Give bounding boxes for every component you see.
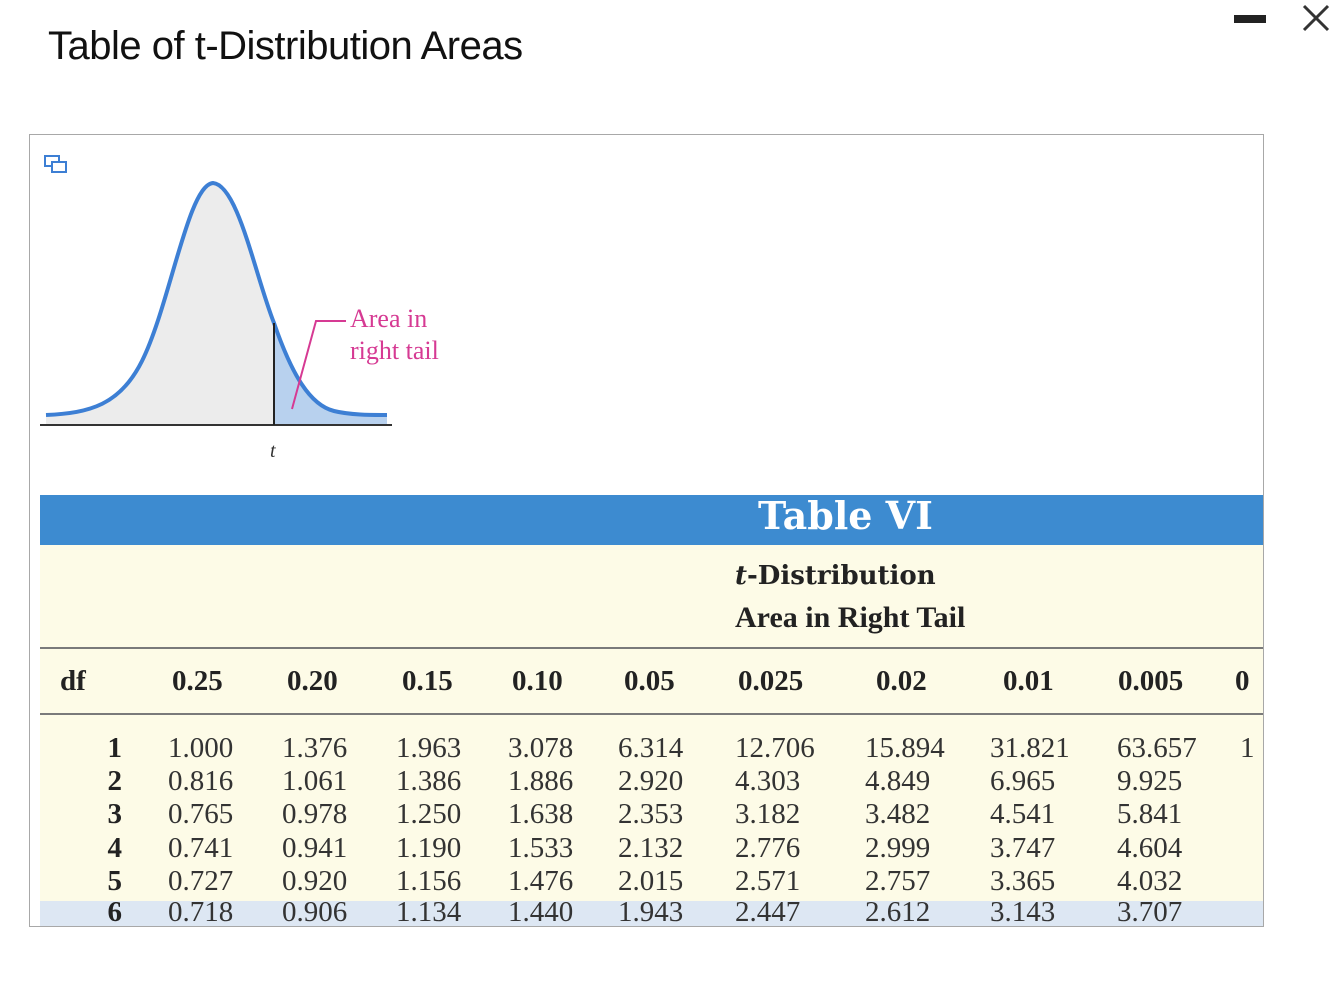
df-cell: 3	[107, 798, 123, 830]
table-cell: 1.386	[396, 765, 462, 797]
expand-icon[interactable]	[44, 155, 68, 175]
callout-label-line-1: Area in	[350, 304, 427, 333]
table-cell: 1.533	[508, 832, 574, 864]
table-cell: 0.978	[282, 798, 348, 830]
column-header: 0.01	[1003, 665, 1054, 697]
df-cell: 4	[107, 832, 123, 864]
table-cell: 2.571	[735, 865, 801, 897]
column-header: 0.20	[287, 665, 338, 697]
column-header: 0.005	[1118, 665, 1184, 697]
table-title-band	[40, 495, 1263, 545]
subtitle-rest: -Distribution	[747, 561, 936, 591]
table-cell: 1.886	[508, 765, 574, 797]
table-cell: 4.849	[865, 765, 931, 797]
df-cell: 1	[107, 732, 123, 764]
table-cell: 4.303	[735, 765, 801, 797]
table-cell: 6.314	[618, 732, 684, 764]
table-subtitle-area: Area in Right Tail	[735, 601, 966, 634]
table-cell: 2.612	[865, 896, 931, 927]
df-header: df	[60, 665, 86, 697]
column-header: 0.10	[512, 665, 563, 697]
table-cell: 0.941	[282, 832, 348, 864]
table-cell: 5.841	[1117, 798, 1183, 830]
table-cell: 1.476	[508, 865, 574, 897]
header-bottom-rule	[40, 713, 1263, 715]
table-cell: 3.482	[865, 798, 931, 830]
table-cell: 1.638	[508, 798, 574, 830]
table-cell: 3.078	[508, 732, 574, 764]
table-cell: 0.816	[168, 765, 234, 797]
window-title: Table of t-Distribution Areas	[48, 24, 523, 68]
table-cell: 6.965	[990, 765, 1056, 797]
table-cell: 0.906	[282, 896, 348, 927]
table-cell: 1.156	[396, 865, 462, 897]
table-cell: 2.999	[865, 832, 931, 864]
t-distribution-curve-figure: Area in right tail t	[40, 180, 439, 462]
right-tail-area	[274, 323, 387, 425]
column-header: 0	[1235, 665, 1250, 697]
column-header: 0.02	[876, 665, 927, 697]
table-cell: 63.657	[1117, 732, 1197, 764]
t-axis-label: t	[270, 440, 276, 462]
table-cell: 4.604	[1117, 832, 1183, 864]
close-icon[interactable]	[1298, 0, 1334, 36]
table-cell: 15.894	[865, 732, 945, 764]
table-cell: 2.132	[618, 832, 684, 864]
table-cell: 3.182	[735, 798, 801, 830]
table-cell: 31.821	[990, 732, 1070, 764]
subtitle-t: t	[735, 561, 748, 591]
column-header: 0.25	[172, 665, 223, 697]
table-cell: 1.943	[618, 896, 684, 927]
df-cell: 2	[107, 765, 123, 797]
table-cell: 2.920	[618, 765, 684, 797]
table-title: Table VI	[758, 493, 933, 538]
table-cell: 12.706	[735, 732, 815, 764]
table-cell: 2.447	[735, 896, 801, 927]
column-header: 0.025	[738, 665, 804, 697]
table-cell: 0.727	[168, 865, 234, 897]
table-body-background	[40, 545, 1263, 901]
table-cell: 0.765	[168, 798, 234, 830]
curve-body-area	[46, 183, 274, 425]
table-cell: 0.741	[168, 832, 234, 864]
table-cell: 3.707	[1117, 896, 1183, 927]
minimize-icon[interactable]	[1234, 15, 1266, 23]
table-cell: 3.365	[990, 865, 1056, 897]
table-cell: 1	[1240, 732, 1255, 764]
table-cell: 3.747	[990, 832, 1056, 864]
table-cell: 1.440	[508, 896, 574, 927]
table-cell: 1.376	[282, 732, 348, 764]
table-cell: 9.925	[1117, 765, 1183, 797]
table-subtitle: t-Distribution	[735, 561, 936, 591]
table-cell: 0.718	[168, 896, 234, 927]
df-cell: 5	[107, 865, 123, 897]
table-cell: 4.032	[1117, 865, 1183, 897]
table-cell: 2.776	[735, 832, 801, 864]
curve-line	[45, 180, 388, 417]
column-header: 0.05	[624, 665, 675, 697]
table-cell: 1.250	[396, 798, 462, 830]
table-cell: 1.000	[168, 732, 234, 764]
table-cell: 1.061	[282, 765, 348, 797]
table-cell: 2.353	[618, 798, 684, 830]
table-cell: 3.143	[990, 896, 1056, 927]
table-cell: 2.757	[865, 865, 931, 897]
row-6-highlight	[40, 901, 1263, 926]
table-cell: 0.920	[282, 865, 348, 897]
table-cell: 2.015	[618, 865, 684, 897]
df-cell: 6	[107, 896, 123, 927]
table-cell: 1.963	[396, 732, 462, 764]
table-cell: 1.190	[396, 832, 462, 864]
image-frame: Area in right tail t Table VI t-Distribu…	[29, 134, 1264, 927]
table-cell: 1.134	[396, 896, 462, 927]
table-cell: 4.541	[990, 798, 1056, 830]
header-top-rule	[40, 647, 1263, 649]
callout-label-line-2: right tail	[350, 336, 439, 365]
column-header: 0.15	[402, 665, 453, 697]
